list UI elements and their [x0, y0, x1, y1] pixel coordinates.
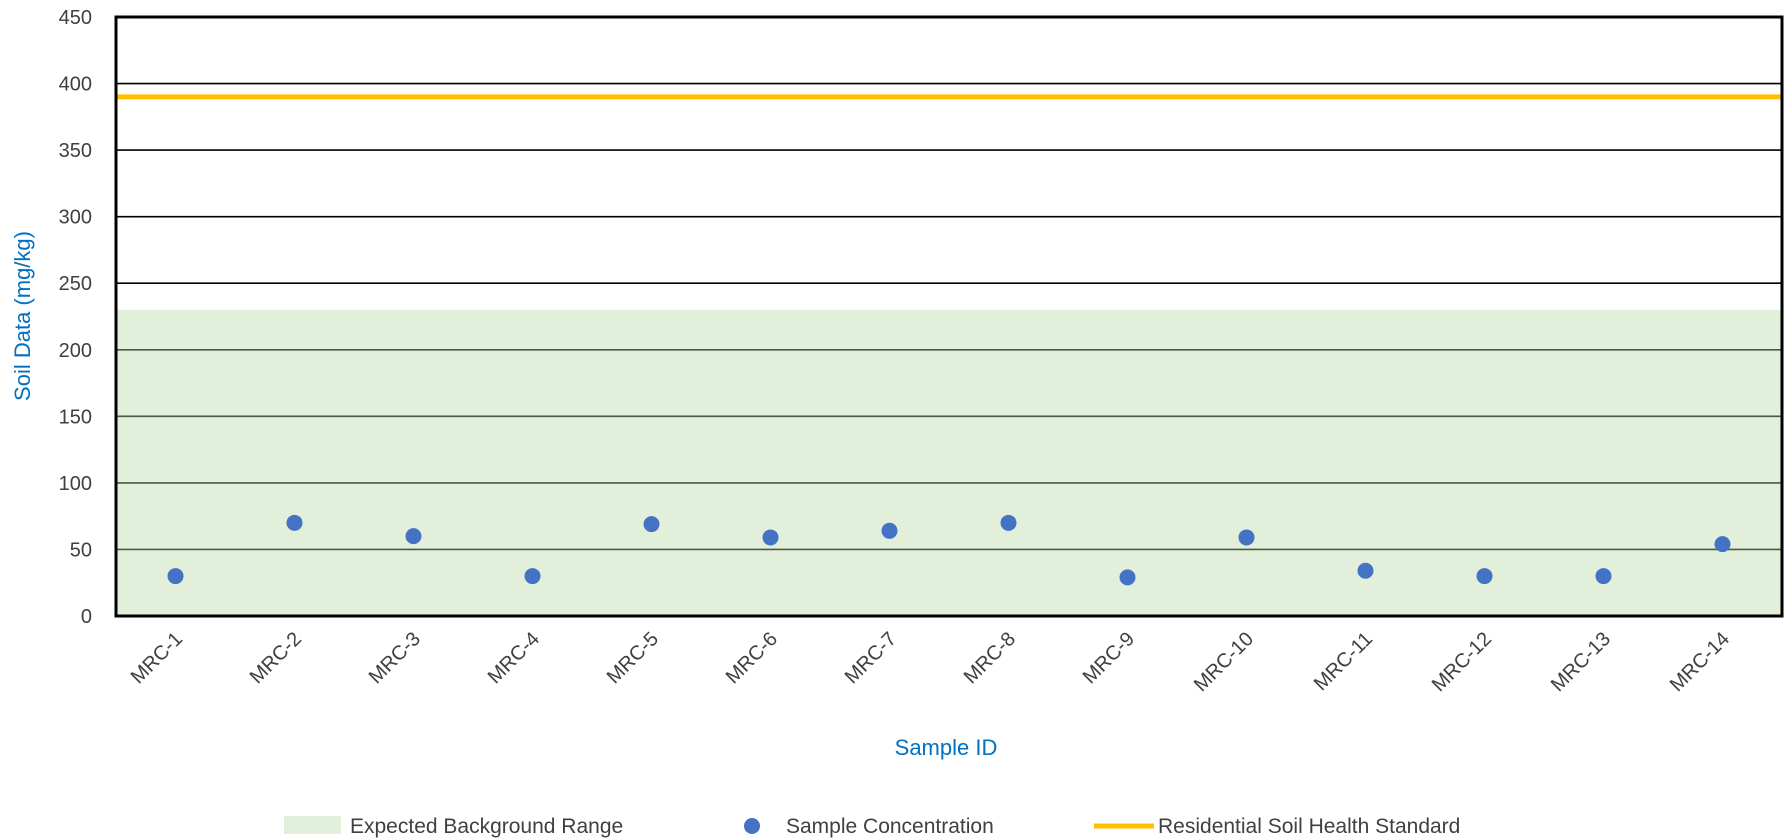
- y-tick-label-300: 300: [59, 207, 92, 229]
- sample-point-mrc-6: [762, 529, 779, 546]
- x-tick-label-mrc-12: MRC-12: [1428, 628, 1496, 696]
- background-range-band: [116, 309, 1782, 616]
- y-tick-label-450: 450: [59, 7, 92, 29]
- sample-point-mrc-5: [643, 516, 660, 533]
- y-tick-label-350: 350: [59, 140, 92, 162]
- y-tick-label-200: 200: [59, 340, 92, 362]
- x-tick-label-mrc-14: MRC-14: [1666, 628, 1734, 696]
- sample-point-mrc-8: [1000, 514, 1017, 531]
- sample-point-mrc-2: [286, 514, 303, 531]
- x-tick-label-mrc-7: MRC-7: [841, 628, 901, 688]
- x-tick-labels: MRC-1 MRC-2 MRC-3 MRC-4 MRC-5 MRC-6 MRC-7 MRC-8…: [127, 628, 1734, 696]
- sample-point-mrc-3: [405, 528, 422, 545]
- x-tick-label-mrc-8: MRC-8: [960, 628, 1020, 688]
- x-tick-label-mrc-1: MRC-1: [127, 628, 187, 688]
- sample-point-mrc-1: [167, 568, 184, 585]
- gridlines: [116, 82, 1782, 551]
- y-tick-labels: 0 50 100 150 200 250 300 350 400 450: [59, 7, 92, 628]
- y-tick-label-100: 100: [59, 473, 92, 495]
- x-tick-label-mrc-9: MRC-9: [1079, 628, 1139, 688]
- background-range-layer: [116, 309, 1782, 616]
- x-tick-label-mrc-3: MRC-3: [365, 628, 425, 688]
- sample-point-mrc-7: [881, 522, 898, 539]
- x-tick-label-mrc-10: MRC-10: [1190, 628, 1258, 696]
- y-tick-label-150: 150: [59, 406, 92, 428]
- y-tick-label-400: 400: [59, 74, 92, 96]
- plot-frame: [114, 15, 1784, 618]
- sample-point-mrc-12: [1476, 568, 1493, 585]
- y-tick-label-0: 0: [81, 606, 92, 628]
- legend-standard-label: Residential Soil Health Standard: [1158, 815, 1460, 838]
- x-tick-label-mrc-6: MRC-6: [722, 628, 782, 688]
- sample-point-mrc-4: [524, 568, 541, 585]
- x-tick-label-mrc-5: MRC-5: [603, 628, 663, 688]
- sample-point-mrc-9: [1119, 569, 1136, 586]
- legend-sample-concentration-marker: [744, 818, 760, 834]
- legend-background-range-swatch: [284, 816, 341, 834]
- y-tick-label-250: 250: [59, 273, 92, 295]
- sample-point-mrc-10: [1238, 529, 1255, 546]
- legend: Expected Background Range Sample Concent…: [284, 815, 1460, 838]
- sample-points: [167, 514, 1731, 586]
- x-tick-label-mrc-2: MRC-2: [246, 628, 306, 688]
- legend-sample-concentration-label: Sample Concentration: [786, 815, 994, 838]
- x-tick-label-mrc-4: MRC-4: [484, 628, 544, 688]
- x-tick-label-mrc-13: MRC-13: [1547, 628, 1615, 696]
- y-tick-label-50: 50: [70, 539, 92, 561]
- legend-background-range-label: Expected Background Range: [350, 815, 623, 838]
- sample-point-mrc-11: [1357, 562, 1374, 579]
- x-tick-label-mrc-11: MRC-11: [1310, 628, 1377, 695]
- y-axis-title: Soil Data (mg/kg): [10, 231, 35, 401]
- sample-point-mrc-13: [1595, 568, 1612, 585]
- x-axis-title: Sample ID: [895, 735, 998, 760]
- sample-point-mrc-14: [1714, 536, 1731, 553]
